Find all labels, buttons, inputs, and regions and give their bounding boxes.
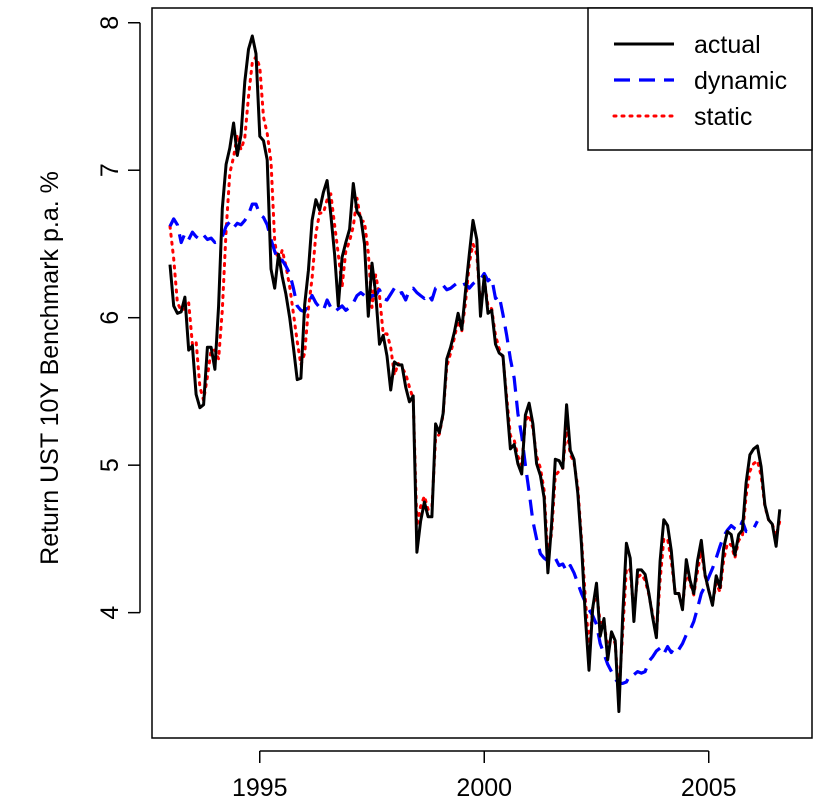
plot-area (168, 34, 782, 713)
x-tick-label: 2000 (456, 774, 512, 802)
series-line-actual (168, 34, 782, 713)
x-tick-label: 2005 (681, 774, 737, 802)
y-tick-label: 6 (96, 311, 124, 325)
series-line-dynamic (168, 202, 759, 686)
y-tick-label: 5 (96, 458, 124, 472)
y-tick-label: 4 (96, 606, 124, 620)
legend-label-dynamic: dynamic (694, 67, 787, 95)
y-tick-label: 7 (96, 163, 124, 177)
legend: actual dynamic static (587, 7, 813, 151)
x-tick-label: 1995 (232, 774, 288, 802)
plot-frame (151, 7, 813, 739)
y-axis-label: Return UST 10Y Benchmark p.a. % (36, 171, 64, 565)
legend-label-static: static (694, 103, 752, 131)
legend-label-actual: actual (694, 31, 761, 59)
series-line-static (168, 55, 782, 697)
y-tick-label: 8 (96, 16, 124, 30)
axes: 1995 2000 2005 4 5 6 7 8 (96, 7, 813, 802)
